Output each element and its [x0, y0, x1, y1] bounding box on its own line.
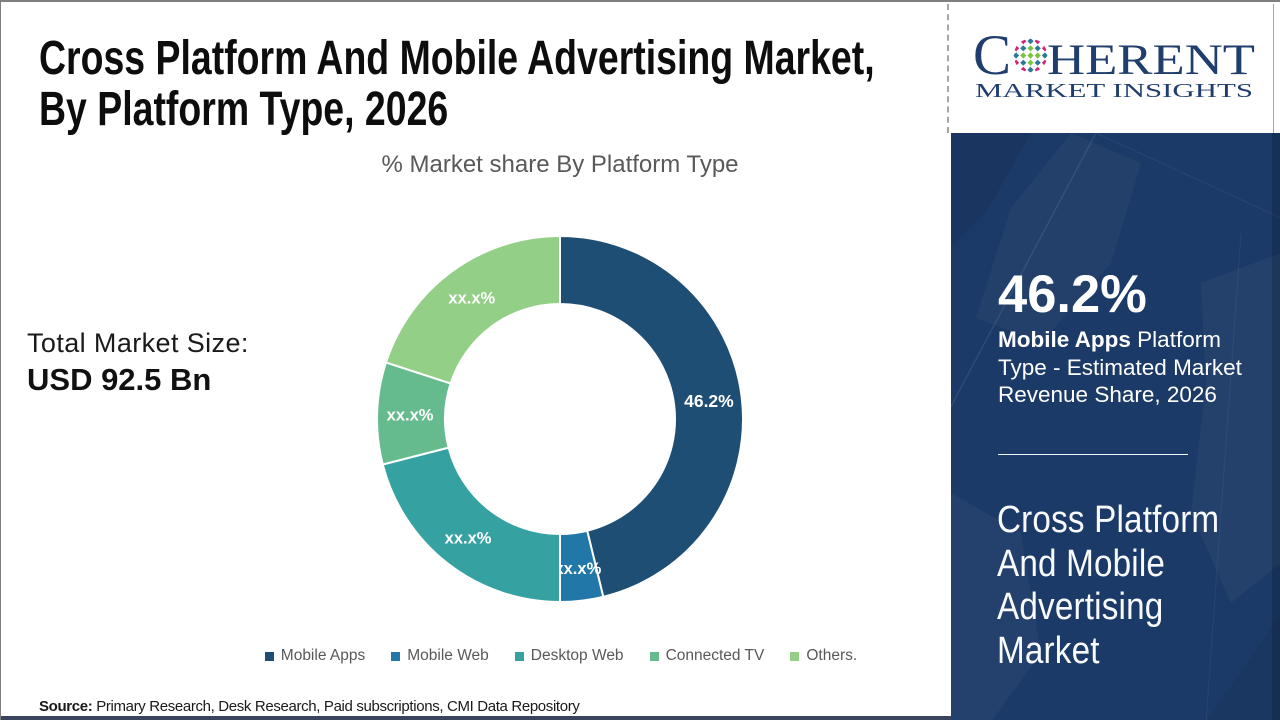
donut-segment-label: xx.x% — [448, 290, 495, 308]
legend-item: Others. — [790, 647, 857, 665]
legend-swatch — [514, 651, 524, 661]
donut-segment-label: xx.x% — [554, 560, 601, 578]
source-text: Primary Research, Desk Research, Paid su… — [92, 698, 580, 715]
legend-label: Mobile Web — [407, 647, 489, 664]
bottom-accent-bar — [1, 716, 951, 720]
legend-swatch — [649, 651, 659, 661]
dashed-separator — [947, 4, 949, 133]
legend-swatch — [264, 651, 274, 661]
chart-legend: Mobile Apps Mobile Web Desktop Web Connecte… — [1, 647, 1121, 665]
logo-box-right-edge — [1273, 4, 1274, 133]
chart-subtitle: % Market share By Platform Type — [381, 151, 739, 178]
legend-item: Connected TV — [649, 647, 765, 665]
legend-swatch — [790, 651, 800, 661]
logo-globe-icon — [1013, 37, 1048, 73]
legend-label: Mobile Apps — [280, 647, 366, 664]
legend-swatch — [391, 651, 401, 661]
donut-segment-others — [384, 235, 561, 385]
total-market-size-value: USD 92.5 Bn — [27, 362, 212, 397]
page-title: Cross Platform And Mobile Advertising Ma… — [39, 32, 875, 136]
sidebar-divider — [998, 454, 1188, 455]
legend-item: Mobile Apps — [264, 647, 366, 665]
coherent-market-insights-logo: C HERENT MARKET INSIGHTS — [975, 24, 1255, 102]
donut-chart-wrap: 46.2% xx.x% xx.x% xx.x% xx.x% — [370, 229, 750, 609]
world-map-texture — [951, 133, 1280, 720]
donut-segment-label: 46.2% — [684, 391, 734, 411]
logo: C HERENT MARKET INSIGHTS — [951, 2, 1280, 133]
stat-desc-rest: Platform Type - Estimated Market Revenue… — [998, 327, 1242, 408]
sidebar-stat-description: Mobile Apps Platform Type - Estimated Ma… — [998, 326, 1268, 409]
sidebar-panel-title: Cross Platform And Mobile Advertising Ma… — [997, 499, 1220, 672]
source-label: Source: — [39, 698, 93, 715]
donut-chart: 46.2% xx.x% xx.x% xx.x% xx.x% — [376, 235, 745, 603]
donut-segment-label: xx.x% — [387, 406, 434, 424]
legend-item: Desktop Web — [514, 647, 624, 665]
donut-segment-desktop-web — [381, 446, 561, 603]
donut-segment-mobile-apps — [559, 235, 745, 598]
sidebar-stat-value: 46.2% — [998, 265, 1147, 324]
legend-label: Connected TV — [665, 647, 765, 664]
sidebar: C HERENT MARKET INSIGHTS 46.2% Mobile Ap… — [951, 2, 1280, 720]
legend-item: Mobile Web — [391, 647, 489, 665]
legend-label: Desktop Web — [530, 647, 624, 664]
logo-word-herent: HERENT — [1047, 37, 1255, 84]
total-market-size-label: Total Market Size: — [27, 328, 249, 358]
stat-desc-bold: Mobile Apps — [998, 327, 1131, 352]
logo-tagline: MARKET INSIGHTS — [975, 81, 1253, 102]
source-line: Source: Primary Research, Desk Research,… — [39, 698, 580, 715]
logo-letter-c: C — [975, 24, 1011, 87]
legend-label: Others. — [806, 647, 858, 664]
donut-segment-label: xx.x% — [445, 530, 492, 548]
